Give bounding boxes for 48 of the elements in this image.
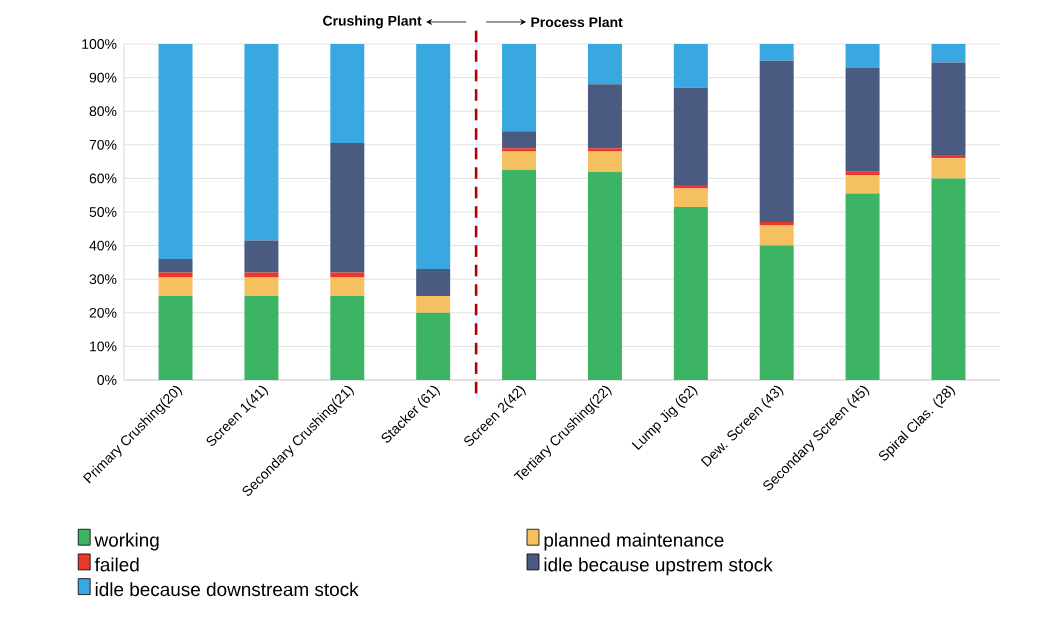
bar bbox=[416, 269, 451, 296]
bar bbox=[673, 43, 708, 88]
bar bbox=[587, 43, 622, 85]
bar bbox=[330, 143, 365, 273]
bar bbox=[158, 43, 193, 260]
legend-label: working bbox=[94, 532, 159, 551]
bar bbox=[587, 84, 622, 149]
bar bbox=[502, 169, 537, 380]
bar bbox=[845, 175, 880, 194]
bar bbox=[158, 296, 193, 380]
bar bbox=[931, 62, 966, 155]
bar bbox=[502, 43, 537, 132]
bar bbox=[673, 87, 708, 186]
bar bbox=[330, 296, 365, 380]
bar bbox=[244, 43, 279, 241]
legend-label: planned maintenance bbox=[544, 532, 724, 551]
bar bbox=[416, 296, 451, 313]
bar bbox=[759, 225, 794, 246]
bar bbox=[330, 277, 365, 296]
bar bbox=[931, 43, 966, 63]
bar bbox=[759, 43, 794, 61]
bar bbox=[158, 272, 193, 278]
bar bbox=[330, 43, 365, 144]
bar bbox=[673, 206, 708, 380]
bar bbox=[931, 178, 966, 380]
bar bbox=[244, 277, 279, 296]
bar bbox=[845, 193, 880, 380]
bar bbox=[673, 188, 708, 207]
legend-label: failed bbox=[94, 557, 139, 572]
bar bbox=[416, 43, 451, 270]
bar bbox=[502, 151, 537, 170]
legend-label: idle because downstream stock bbox=[95, 582, 359, 597]
bar bbox=[244, 296, 279, 380]
bar bbox=[244, 240, 279, 273]
bar bbox=[759, 245, 794, 380]
bar bbox=[845, 43, 880, 68]
bar bbox=[931, 158, 966, 179]
bar bbox=[330, 272, 365, 278]
bar bbox=[244, 272, 279, 278]
bar bbox=[158, 259, 193, 273]
bar bbox=[845, 67, 880, 172]
legend-label: idle because upstrem stock bbox=[544, 557, 773, 576]
bar bbox=[416, 312, 451, 380]
bar bbox=[502, 131, 537, 149]
bar bbox=[759, 60, 794, 223]
bar bbox=[587, 171, 622, 380]
bar bbox=[158, 277, 193, 296]
bar bbox=[587, 151, 622, 172]
